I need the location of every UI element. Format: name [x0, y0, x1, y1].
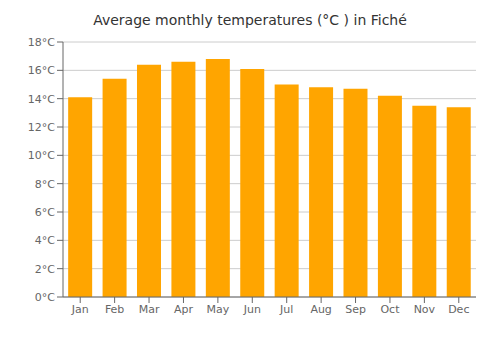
svg-text:Aug: Aug: [310, 303, 331, 316]
svg-text:6°C: 6°C: [35, 206, 55, 219]
html-text:Average monthly temperatures (: Average monthly temperatures (°C ) in Fi…: [93, 12, 407, 28]
svg-text:18°C: 18°C: [28, 36, 55, 49]
svg-text:12°C: 12°C: [28, 121, 55, 134]
svg-text:Sep: Sep: [345, 303, 366, 316]
svg-text:8°C: 8°C: [35, 178, 55, 191]
svg-text:Apr: Apr: [174, 303, 194, 316]
svg-text:16°C: 16°C: [28, 64, 55, 77]
svg-text:Mar: Mar: [139, 303, 160, 316]
svg-text:14°C: 14°C: [28, 93, 55, 106]
svg-text:Jan: Jan: [71, 303, 89, 316]
svg-text:4°C: 4°C: [35, 234, 55, 247]
svg-text:Dec: Dec: [448, 303, 469, 316]
svg-text:Oct: Oct: [380, 303, 400, 316]
svg-text:May: May: [207, 303, 230, 316]
svg-text:2°C: 2°C: [35, 263, 55, 276]
svg-text:Feb: Feb: [105, 303, 124, 316]
svg-text:10°C: 10°C: [28, 149, 55, 162]
svg-text:Jun: Jun: [243, 303, 261, 316]
svg-text:Nov: Nov: [414, 303, 436, 316]
svg-text:Jul: Jul: [279, 303, 293, 316]
svg-text:0°C: 0°C: [35, 291, 55, 304]
